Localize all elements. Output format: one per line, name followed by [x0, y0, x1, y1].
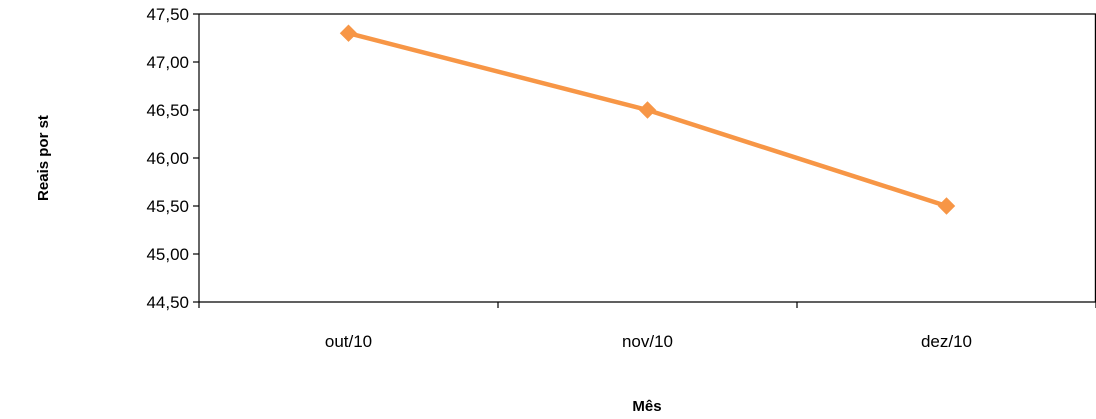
y-tick-label: 44,50: [146, 293, 189, 312]
x-axis-ticks: out/10 nov/10 dez/10: [198, 302, 1096, 351]
y-tick-label: 47,00: [146, 53, 189, 72]
data-point-marker: [937, 197, 956, 215]
y-tick-label: 46,50: [146, 101, 189, 120]
series-layer: [339, 24, 956, 215]
x-tick-label: out/10: [325, 332, 372, 351]
y-tick-label: 45,50: [146, 197, 189, 216]
y-tick-label: 45,00: [146, 245, 189, 264]
x-axis-title: Mês: [632, 398, 661, 415]
y-axis-title: Reais por st: [35, 115, 52, 201]
y-tick-label: 46,00: [146, 149, 189, 168]
x-tick-label: nov/10: [622, 332, 673, 351]
y-axis-ticks: 44,50 45,00 45,50 46,00 46,50 47,00 47,50: [146, 5, 199, 312]
data-point-marker: [638, 101, 657, 119]
plot-area-frame: [199, 14, 1096, 302]
x-tick-label: dez/10: [921, 332, 972, 351]
y-tick-label: 47,50: [146, 5, 189, 24]
data-point-marker: [339, 24, 358, 42]
